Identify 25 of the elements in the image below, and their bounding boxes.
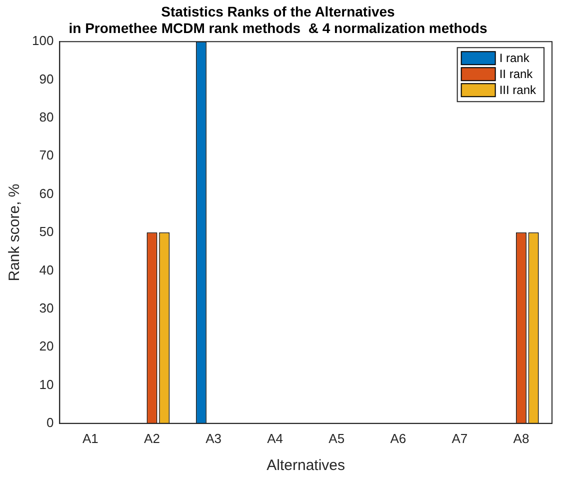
- legend-label: I rank: [499, 50, 530, 65]
- legend-label: III rank: [499, 82, 537, 97]
- x-tick-label: A3: [206, 430, 222, 446]
- y-axis-title: Rank score, %: [6, 184, 24, 282]
- x-tick-label: A2: [144, 430, 160, 446]
- y-tick-label: 70: [39, 148, 54, 163]
- x-tick-label: A1: [82, 430, 98, 446]
- x-tick-label: A6: [390, 430, 406, 446]
- x-tick-label: A5: [328, 430, 345, 446]
- legend-label: II rank: [499, 66, 534, 81]
- y-tick-label: 10: [39, 376, 54, 392]
- y-tick-label: 40: [39, 262, 54, 278]
- x-axis-title: Alternatives: [266, 457, 346, 474]
- x-tick-label: A4: [267, 430, 284, 446]
- x-tick-label: A8: [513, 430, 530, 446]
- y-tick-label: 50: [39, 224, 54, 240]
- y-tick-label: 90: [39, 71, 54, 86]
- chart-title: Statistics Ranks of the Alternatives in Promethee MCDM rank methods & 4 normalization methods: [68, 3, 488, 36]
- y-tick-label: 60: [39, 186, 54, 201]
- y-tick-label: 30: [39, 300, 54, 316]
- y-tick-label: 0: [46, 414, 54, 430]
- y-tick-label: 80: [39, 110, 54, 125]
- y-tick-label: 20: [39, 338, 54, 354]
- y-tick-label: 100: [32, 33, 54, 48]
- x-tick-label: A7: [452, 430, 468, 446]
